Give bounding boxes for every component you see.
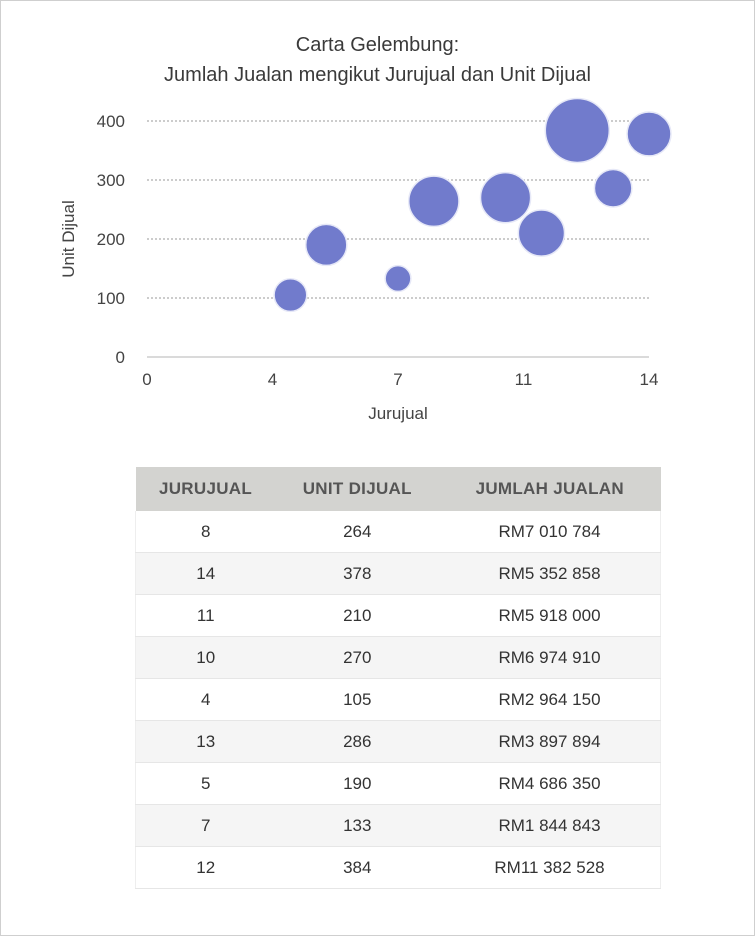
cell-jurujual: 8 — [135, 511, 276, 553]
bubble — [384, 264, 412, 293]
chart-title-line-1: Carta Gelembung: — [295, 34, 460, 56]
cell-unit-dijual: 105 — [275, 678, 440, 721]
cell-jumlah-jualan: RM1 844 843 — [439, 804, 662, 847]
table-row: 5 190 RM4 686 350 — [135, 762, 662, 805]
header-jurujual: JURUJUAL — [135, 467, 276, 511]
x-axis-label: Jurujual — [368, 404, 428, 423]
table-row: 7 133 RM1 844 843 — [135, 804, 662, 847]
x-tick-label: 4 — [268, 370, 277, 389]
cell-unit-dijual: 270 — [275, 636, 440, 679]
x-tick-label: 14 — [640, 370, 659, 389]
x-tick-label: 11 — [515, 370, 533, 389]
cell-jurujual: 14 — [135, 552, 276, 595]
header-jumlah-jualan: JUMLAH JUALAN — [439, 467, 661, 511]
y-tick-label: 400 — [97, 112, 125, 131]
y-tick-label: 200 — [97, 230, 125, 249]
y-axis-label: Unit Dijual — [59, 200, 78, 277]
bubble — [479, 171, 532, 224]
cell-jurujual: 10 — [135, 636, 276, 679]
data-table: JURUJUAL UNIT DIJUAL JUMLAH JUALAN 8 264 R… — [135, 467, 662, 889]
cell-jumlah-jualan: RM4 686 350 — [439, 762, 662, 805]
cell-jurujual: 5 — [135, 762, 276, 805]
x-tick-label: 7 — [393, 370, 402, 389]
cell-jumlah-jualan: RM5 918 000 — [439, 594, 662, 637]
cell-jurujual: 7 — [135, 804, 276, 847]
cell-jumlah-jualan: RM6 974 910 — [439, 636, 662, 679]
table-row: 4 105 RM2 964 150 — [135, 678, 662, 721]
chart-title-line-2: Jumlah Jualan mengikut Jurujual dan Unit… — [164, 64, 591, 86]
cell-jumlah-jualan: RM11 382 528 — [439, 846, 662, 889]
cell-jurujual: 12 — [135, 846, 276, 889]
bubble — [407, 175, 460, 228]
bubble — [517, 209, 566, 257]
cell-jumlah-jualan: RM3 897 894 — [439, 720, 662, 763]
cell-jumlah-jualan: RM5 352 858 — [439, 552, 662, 595]
cell-jurujual: 11 — [135, 594, 276, 637]
header-unit-dijual: UNIT DIJUAL — [275, 467, 440, 511]
table-row: 8 264 RM7 010 784 — [135, 511, 662, 553]
cell-jurujual: 4 — [135, 678, 276, 721]
cell-jumlah-jualan: RM2 964 150 — [439, 678, 662, 721]
cell-jurujual: 13 — [135, 720, 276, 763]
bubble — [626, 111, 672, 157]
table-row: 14 378 RM5 352 858 — [135, 552, 662, 595]
y-tick-label: 0 — [116, 348, 125, 367]
bubble — [273, 277, 308, 313]
bubble — [544, 97, 611, 164]
y-tick-label: 100 — [97, 289, 125, 308]
cell-unit-dijual: 286 — [275, 720, 440, 763]
cell-unit-dijual: 210 — [275, 594, 440, 637]
bubble-chart: 0 100 200 300 400 0 4 7 11 14 Jurujual Unit Dijual — [59, 97, 672, 423]
bubble — [593, 168, 633, 208]
table-row: 12 384 RM11 382 528 — [135, 846, 662, 889]
cell-jumlah-jualan: RM7 010 784 — [439, 511, 662, 553]
x-tick-label: 0 — [142, 370, 151, 389]
bubble — [305, 223, 348, 267]
cell-unit-dijual: 190 — [275, 762, 440, 805]
cell-unit-dijual: 264 — [275, 511, 440, 553]
cell-unit-dijual: 384 — [275, 846, 440, 889]
table-row: 11 210 RM5 918 000 — [135, 594, 662, 637]
table-row: 10 270 RM6 974 910 — [135, 636, 662, 679]
cell-unit-dijual: 378 — [275, 552, 440, 595]
y-tick-label: 300 — [97, 171, 125, 190]
cell-unit-dijual: 133 — [275, 804, 440, 847]
table-row: 13 286 RM3 897 894 — [135, 720, 662, 763]
table-header-row: JURUJUAL UNIT DIJUAL JUMLAH JUALAN — [135, 467, 661, 511]
